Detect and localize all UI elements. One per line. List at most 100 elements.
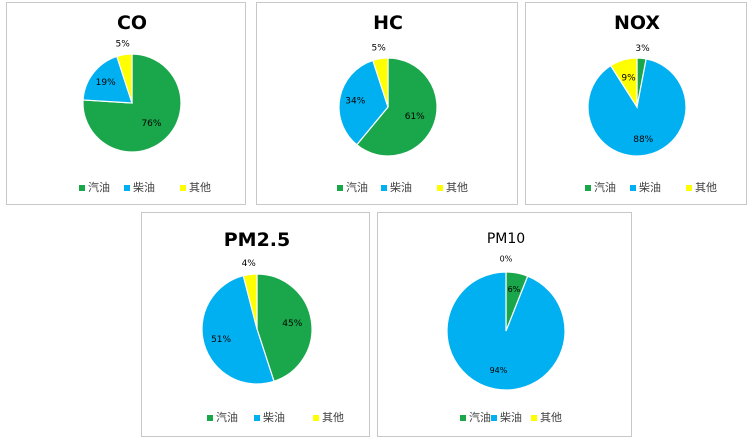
slice-diesel (338, 59, 389, 146)
chart-panel-pm10: PM10 6% 94% 0% 汽油 柴油 其他 (377, 212, 632, 437)
chart-title: HC (373, 12, 403, 34)
legend-swatch (491, 415, 497, 421)
pie-slices (82, 53, 182, 153)
slice-other (242, 273, 258, 330)
legend-diesel: 柴油 (381, 180, 412, 194)
data-label-diesel: 51% (211, 335, 231, 345)
data-labels: 6% 94% 0% (490, 255, 521, 375)
slice-other (116, 53, 133, 104)
legend-swatch (531, 415, 537, 421)
legend-swatch (686, 185, 692, 191)
data-label-other: 9% (621, 73, 636, 83)
chart-title: PM10 (487, 231, 525, 247)
legend-label: 汽油 (88, 180, 110, 194)
data-label-diesel: 34% (345, 96, 365, 106)
pie-chart-nox: NOX 3% 88% 9% 汽油 柴油 其他 (585, 12, 717, 194)
data-label-diesel: 19% (96, 78, 116, 88)
chart-panel-hc: HC 61% 34% 5% 汽油 柴油 其他 (256, 2, 518, 205)
legend: 汽油 柴油 其他 (585, 180, 717, 194)
legend-gasoline: 汽油 (460, 410, 491, 424)
legend-label: 柴油 (639, 180, 661, 194)
legend-swatch (180, 185, 186, 191)
legend-label: 其他 (540, 411, 562, 424)
data-label-other: 5% (116, 39, 131, 49)
legend-gasoline: 汽油 (207, 410, 238, 424)
data-label-gasoline: 76% (141, 119, 161, 129)
legend-label: 汽油 (216, 410, 238, 424)
legend-gasoline: 汽油 (585, 180, 616, 194)
legend-swatch (437, 185, 443, 191)
legend-swatch (585, 185, 591, 191)
data-labels: 76% 19% 5% (96, 39, 162, 129)
pie-slices (446, 271, 566, 391)
legend-label: 柴油 (390, 180, 412, 194)
pie-chart-pm25: PM2.5 45% 51% 4% 汽油 柴油 其他 (201, 229, 344, 424)
legend-label: 汽油 (346, 180, 368, 194)
legend-swatch (630, 185, 636, 191)
chart-title: CO (117, 12, 147, 34)
legend-label: 其他 (322, 411, 344, 424)
legend-swatch (337, 185, 343, 191)
legend-diesel: 柴油 (124, 180, 155, 194)
legend-label: 其他 (446, 181, 468, 194)
data-label-gasoline: 45% (282, 319, 302, 329)
legend-label: 柴油 (263, 410, 285, 424)
legend-swatch (460, 415, 466, 421)
slice-diesel (201, 274, 275, 385)
legend-diesel: 柴油 (491, 410, 522, 424)
legend-label: 汽油 (469, 410, 491, 424)
data-label-diesel: 88% (633, 135, 653, 145)
legend: 汽油 柴油 其他 (460, 410, 562, 424)
pie-slices (587, 57, 687, 157)
legend: 汽油 柴油 其他 (79, 180, 211, 194)
chart-title: PM2.5 (224, 229, 291, 251)
data-label-gasoline: 6% (508, 285, 521, 294)
legend-other: 其他 (180, 181, 211, 194)
chart-title: NOX (614, 12, 660, 34)
legend-diesel: 柴油 (254, 410, 285, 424)
pie-slices (338, 57, 438, 157)
legend-swatch (79, 185, 85, 191)
legend-swatch (381, 185, 387, 191)
slice-gasoline (355, 57, 438, 157)
legend: 汽油 柴油 其他 (337, 180, 468, 194)
legend-other: 其他 (313, 411, 344, 424)
chart-panel-pm25: PM2.5 45% 51% 4% 汽油 柴油 其他 (141, 212, 370, 437)
pie-chart-hc: HC 61% 34% 5% 汽油 柴油 其他 (337, 12, 468, 194)
data-labels: 45% 51% 4% (211, 259, 303, 345)
chart-panel-co: CO 76% 19% 5% 汽油 柴油 其他 (6, 2, 246, 205)
data-labels: 3% 88% 9% (621, 44, 653, 145)
legend-label: 汽油 (594, 180, 616, 194)
legend-gasoline: 汽油 (337, 180, 368, 194)
legend-label: 柴油 (133, 180, 155, 194)
slice-other (609, 57, 638, 110)
data-label-other: 4% (242, 259, 257, 269)
data-labels: 61% 34% 5% (345, 43, 425, 122)
pie-slices (201, 273, 313, 385)
data-label-gasoline: 3% (635, 44, 650, 54)
legend-label: 其他 (189, 181, 211, 194)
legend-gasoline: 汽油 (79, 180, 110, 194)
slice-diesel (82, 55, 133, 104)
data-label-other: 0% (500, 255, 513, 264)
slice-other (372, 57, 389, 108)
legend-label: 柴油 (500, 410, 522, 424)
legend-swatch (207, 415, 213, 421)
slice-diesel (446, 271, 566, 391)
legend-swatch (124, 185, 130, 191)
legend-other: 其他 (686, 181, 717, 194)
legend-other: 其他 (437, 181, 468, 194)
chart-panel-nox: NOX 3% 88% 9% 汽油 柴油 其他 (525, 2, 747, 205)
legend-diesel: 柴油 (630, 180, 661, 194)
legend-label: 其他 (695, 181, 717, 194)
pie-chart-co: CO 76% 19% 5% 汽油 柴油 其他 (79, 12, 211, 194)
legend-other: 其他 (531, 411, 562, 424)
slice-gasoline (256, 273, 313, 383)
data-label-gasoline: 61% (405, 112, 425, 122)
data-label-diesel: 94% (490, 366, 508, 375)
legend-swatch (313, 415, 319, 421)
data-label-other: 5% (372, 43, 387, 53)
pie-chart-pm10: PM10 6% 94% 0% 汽油 柴油 其他 (446, 231, 566, 424)
legend: 汽油 柴油 其他 (207, 410, 344, 424)
legend-swatch (254, 415, 260, 421)
